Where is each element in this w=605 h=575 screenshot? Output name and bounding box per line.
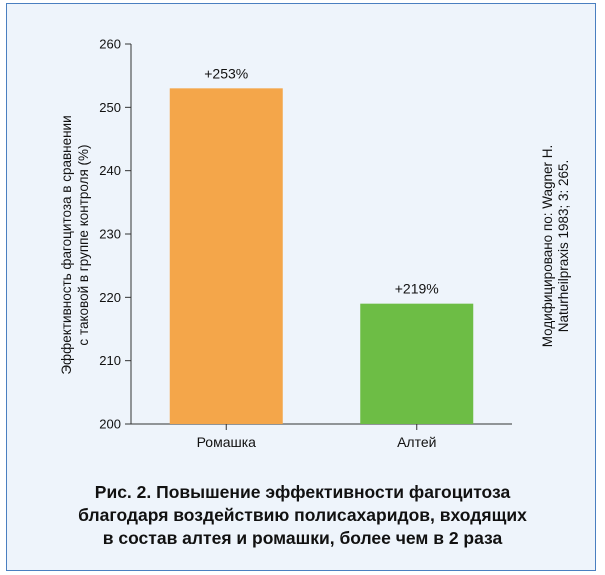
figure-frame [6, 3, 596, 571]
y-axis-label-line-2: с таковой в группе контроля (%) [76, 144, 91, 345]
bar [360, 303, 474, 424]
x-tick-label: Ромашка [197, 434, 257, 450]
y-tick-label: 260 [99, 37, 121, 52]
source-note-line-1: Модифицировано по: Wagner H. [540, 145, 555, 348]
y-tick-label: 220 [99, 290, 121, 305]
x-tick-label: Алтей [397, 434, 436, 450]
data-label: +219% [395, 281, 439, 297]
y-tick-label: 200 [99, 417, 121, 432]
bar-chart: Эффективность фагоцитоза в сравнении с т… [59, 37, 571, 451]
source-note: Модифицировано по: Wagner H. Naturheilpr… [540, 145, 571, 348]
y-tick-label: 250 [99, 100, 121, 115]
y-tick-label: 210 [99, 353, 121, 368]
caption-line-2: благодаря воздействию полисахаридов, вхо… [78, 505, 527, 525]
y-tick-label: 230 [99, 227, 121, 242]
y-axis-label: Эффективность фагоцитоза в сравнении с т… [59, 115, 91, 374]
figure-caption: Рис. 2. Повышение эффективности фагоцито… [20, 481, 585, 550]
bar [169, 88, 283, 424]
y-tick-label: 240 [99, 163, 121, 178]
caption-line-3: в состав алтея и ромашки, более чем в 2 … [102, 528, 503, 548]
caption-line-1: Рис. 2. Повышение эффективности фагоцито… [94, 482, 511, 502]
data-label: +253% [204, 65, 248, 81]
source-note-line-2: Naturheilpraxis 1983; 3: 265. [556, 160, 571, 333]
y-axis-label-line-1: Эффективность фагоцитоза в сравнении [59, 115, 74, 374]
